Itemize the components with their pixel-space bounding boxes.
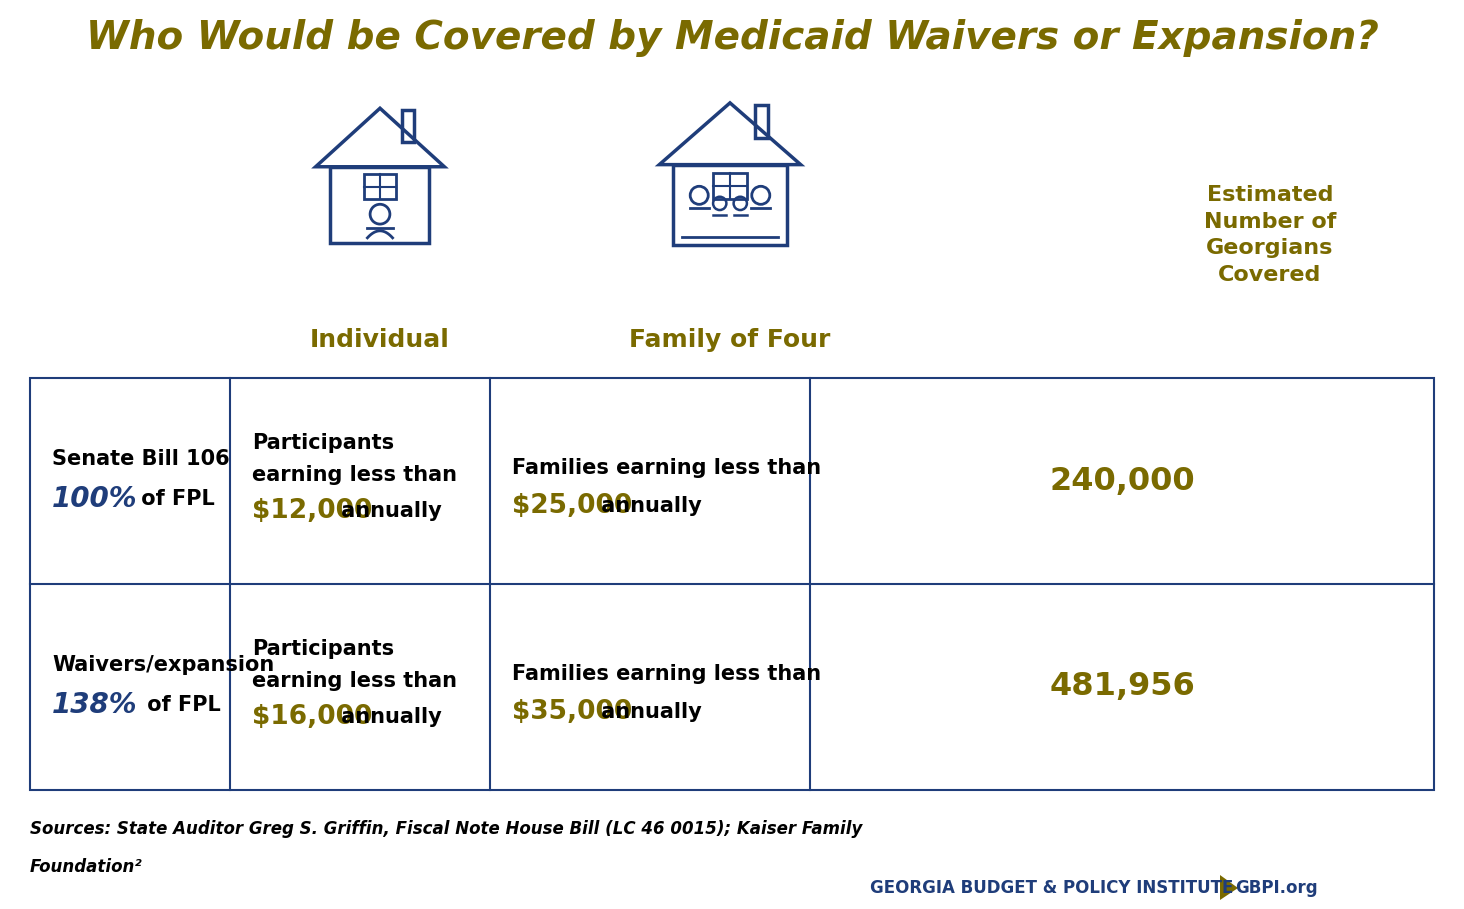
Text: earning less than: earning less than	[252, 465, 457, 485]
Text: 138%: 138%	[53, 691, 138, 719]
Text: $16,000: $16,000	[252, 704, 372, 730]
Text: $25,000: $25,000	[512, 493, 632, 519]
Text: of FPL: of FPL	[135, 489, 215, 509]
Text: $35,000: $35,000	[512, 699, 632, 725]
Text: Families earning less than: Families earning less than	[512, 458, 821, 478]
Text: of FPL: of FPL	[141, 695, 221, 715]
Text: earning less than: earning less than	[252, 671, 457, 691]
Text: Participants: Participants	[252, 639, 394, 659]
Text: $12,000: $12,000	[252, 498, 372, 524]
Text: 100%: 100%	[53, 485, 138, 513]
Text: annually: annually	[594, 702, 701, 722]
Text: annually: annually	[334, 707, 442, 727]
Text: 481,956: 481,956	[1050, 672, 1195, 703]
Text: annually: annually	[594, 496, 701, 516]
Text: Waivers/expansion: Waivers/expansion	[53, 655, 274, 675]
Text: GEORGIA BUDGET & POLICY INSTITUTE: GEORGIA BUDGET & POLICY INSTITUTE	[870, 879, 1233, 897]
Text: Estimated
Number of
Georgians
Covered: Estimated Number of Georgians Covered	[1203, 185, 1337, 285]
Text: Family of Four: Family of Four	[630, 328, 830, 352]
Text: Foundation²: Foundation²	[29, 858, 142, 876]
Text: annually: annually	[334, 501, 442, 521]
Text: Families earning less than: Families earning less than	[512, 664, 821, 684]
Text: GBPI.org: GBPI.org	[1236, 879, 1318, 897]
Text: Senate Bill 106: Senate Bill 106	[53, 449, 230, 469]
Polygon shape	[1220, 875, 1239, 900]
Text: Sources: State Auditor Greg S. Griffin, Fiscal Note House Bill (LC 46 0015); Kai: Sources: State Auditor Greg S. Griffin, …	[29, 820, 862, 838]
Text: Individual: Individual	[310, 328, 449, 352]
Text: 240,000: 240,000	[1050, 465, 1195, 496]
Text: Who Would be Covered by Medicaid Waivers or Expansion?: Who Would be Covered by Medicaid Waivers…	[85, 19, 1379, 57]
Text: Participants: Participants	[252, 433, 394, 453]
